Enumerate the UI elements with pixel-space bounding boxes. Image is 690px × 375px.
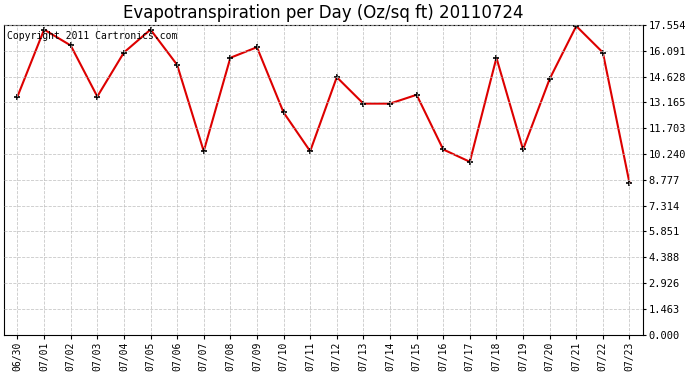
Title: Evapotranspiration per Day (Oz/sq ft) 20110724: Evapotranspiration per Day (Oz/sq ft) 20… xyxy=(124,4,524,22)
Text: Copyright 2011 Cartronics.com: Copyright 2011 Cartronics.com xyxy=(8,31,178,41)
